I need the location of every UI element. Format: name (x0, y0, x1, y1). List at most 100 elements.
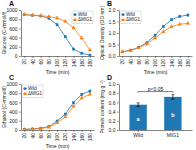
x-axis-title: Time (min) (46, 69, 70, 75)
axis-line (119, 85, 120, 131)
tick: 160 (177, 56, 183, 67)
x-axis-title: Time (min) (46, 143, 70, 149)
legend: WildΔMIG1 (120, 11, 141, 23)
tick-mark (122, 56, 123, 58)
point-marker (23, 13, 26, 16)
tick-label: 1.0 (109, 30, 116, 36)
tick-mark (171, 56, 172, 58)
point-marker (137, 46, 140, 49)
tick-mark (19, 28, 21, 29)
error-bar (81, 53, 83, 54)
tick-label: 160 (177, 59, 183, 68)
point-marker (47, 125, 51, 128)
tick-label: 60 (38, 133, 44, 139)
tick-mark (41, 130, 42, 132)
tick-mark (82, 130, 83, 132)
tick: 140 (71, 56, 77, 67)
series (22, 92, 92, 130)
tick-label: 0.6 (109, 100, 116, 106)
tick: 200 (9, 118, 21, 124)
tick-label: 1.5 (109, 19, 116, 25)
tick: 1.0 (109, 81, 119, 87)
tick-label: 600 (9, 100, 18, 106)
point-marker (30, 13, 34, 16)
tick-label: 100 (152, 59, 158, 68)
tick-mark (180, 56, 181, 58)
tick-mark (90, 130, 91, 132)
error-bar (89, 54, 91, 56)
tick-mark (117, 56, 119, 57)
tick-label: 0.2 (109, 118, 116, 124)
tick-mark (82, 56, 83, 58)
tick: 1000 (6, 7, 21, 13)
tick: 800 (9, 16, 21, 22)
point-marker (39, 127, 42, 130)
x-axis: 20406080100120140160180 (119, 56, 192, 67)
tick-mark (117, 102, 119, 103)
tick-mark (49, 56, 50, 58)
tick-mark (117, 112, 119, 113)
tick: 400 (9, 35, 21, 41)
tick: 60 (38, 130, 44, 139)
error-bar (73, 102, 75, 104)
point-marker (55, 121, 59, 124)
tick-label: 800 (9, 90, 18, 96)
legend-swatch-line (121, 14, 125, 15)
legend-swatch-line (73, 14, 77, 15)
tick-label: 20 (119, 59, 125, 65)
y-axis: 02004006008001000 (6, 81, 21, 133)
point-marker (80, 52, 83, 55)
point-marker (88, 92, 92, 95)
tick: 40 (30, 130, 36, 139)
tick-label: 180 (185, 59, 191, 68)
point-marker (137, 46, 141, 49)
error-bar (81, 93, 83, 95)
tick-label: 100 (54, 133, 60, 142)
tick: 0.2 (109, 118, 119, 124)
point-marker (128, 48, 132, 51)
tick: 140 (169, 56, 175, 67)
tick: MIG1 (167, 130, 179, 138)
panel-label: D (107, 74, 112, 81)
tick-label: 140 (71, 59, 77, 68)
legend-label: ΔMIG1 (28, 91, 43, 96)
legend-label: ΔMIG1 (126, 17, 141, 22)
tick-mark (19, 121, 21, 122)
point-marker (120, 50, 124, 53)
tick-mark (19, 47, 21, 48)
legend-box (22, 85, 43, 97)
axis-line (22, 130, 95, 131)
tick: 180 (87, 56, 93, 67)
tick-mark (73, 130, 74, 132)
y-axis-title: Optical Density (OD nm) (99, 6, 105, 61)
tick-label: 400 (9, 35, 18, 41)
panel: WildMIG10.00.20.40.60.81.0p<0.05abDProte… (99, 74, 193, 138)
tick-label: 0.0 (109, 53, 116, 59)
tick-mark (117, 84, 119, 85)
tick-mark (49, 130, 50, 132)
tick: 0 (15, 127, 21, 133)
annotation: p<0.05 (148, 86, 164, 92)
tick: 800 (9, 90, 21, 96)
tick: 80 (46, 56, 52, 65)
tick-label: 60 (136, 59, 142, 65)
legend-swatch-marker (24, 87, 26, 89)
tick: 0.0 (109, 53, 119, 59)
tick-label: 160 (79, 59, 85, 68)
tick-label: 20 (21, 59, 27, 65)
series (121, 14, 189, 53)
legend-item: ΔMIG1 (121, 17, 141, 22)
tick: 200 (9, 44, 21, 50)
tick: 60 (136, 56, 142, 65)
tick-mark (139, 56, 140, 58)
tick-label: 0.0 (109, 127, 116, 133)
point-marker (72, 101, 75, 104)
tick: 40 (128, 56, 134, 65)
tick-label: 180 (87, 59, 93, 68)
tick-label: Wild (133, 132, 143, 138)
tick-label: 60 (38, 59, 44, 65)
point-marker (80, 96, 84, 99)
tick-mark (155, 56, 156, 58)
panel-label: B (107, 0, 112, 7)
tick-label: 100 (54, 59, 60, 68)
